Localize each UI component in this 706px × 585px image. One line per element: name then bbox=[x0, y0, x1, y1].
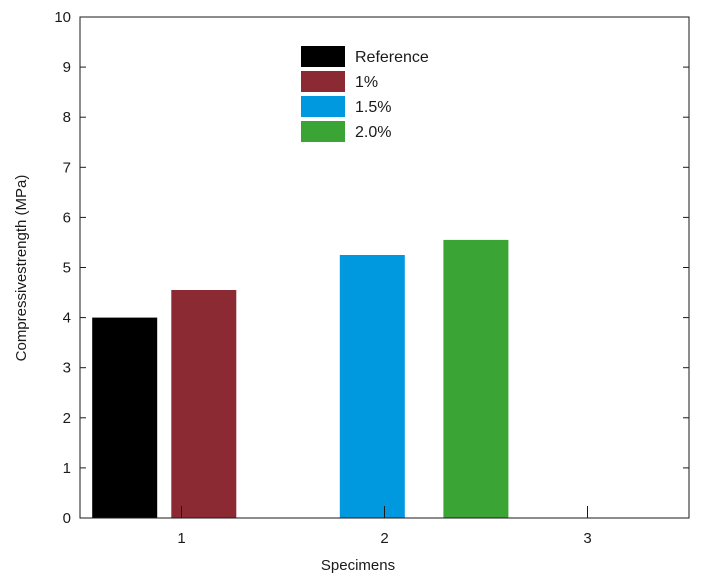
bar-4 bbox=[443, 239, 509, 518]
legend-label: 2.0% bbox=[355, 124, 391, 141]
bar-2 bbox=[171, 290, 237, 518]
y-tick-label: 3 bbox=[63, 360, 71, 377]
legend-swatch bbox=[301, 71, 345, 92]
plot-frame bbox=[79, 16, 690, 519]
x-tick-label: 2 bbox=[380, 530, 388, 547]
legend-swatch bbox=[301, 121, 345, 142]
legend-swatch bbox=[301, 96, 345, 117]
x-axis-title: Specimens bbox=[321, 557, 395, 574]
ticks-layer: 0 1 2 3 4 5 6 7 8 9 10 1 2 3 bbox=[54, 9, 689, 547]
y-tick-label: 10 bbox=[54, 9, 71, 26]
y-tick-label: 1 bbox=[63, 460, 71, 477]
y-tick-label: 2 bbox=[63, 410, 71, 427]
y-tick-label: 9 bbox=[63, 59, 71, 76]
y-tick-label: 7 bbox=[63, 159, 71, 176]
y-tick-label: 6 bbox=[63, 209, 71, 226]
y-tick-label: 4 bbox=[63, 310, 71, 327]
bars-layer bbox=[92, 239, 509, 518]
y-tick-label: 0 bbox=[63, 510, 71, 527]
bar-3 bbox=[339, 255, 405, 518]
y-axis-title: Compressivestrength (MPa) bbox=[13, 175, 30, 362]
x-tick-label: 3 bbox=[583, 530, 591, 547]
y-tick-label: 5 bbox=[63, 260, 71, 277]
legend-label: Reference bbox=[355, 49, 429, 66]
bar-1 bbox=[92, 317, 158, 518]
legend-swatch bbox=[301, 46, 345, 67]
legend-label: 1% bbox=[355, 74, 378, 91]
legend: Reference 1% 1.5% 2.0% bbox=[301, 46, 429, 142]
legend-label: 1.5% bbox=[355, 99, 391, 116]
x-tick-label: 1 bbox=[177, 530, 185, 547]
y-tick-label: 8 bbox=[63, 109, 71, 126]
